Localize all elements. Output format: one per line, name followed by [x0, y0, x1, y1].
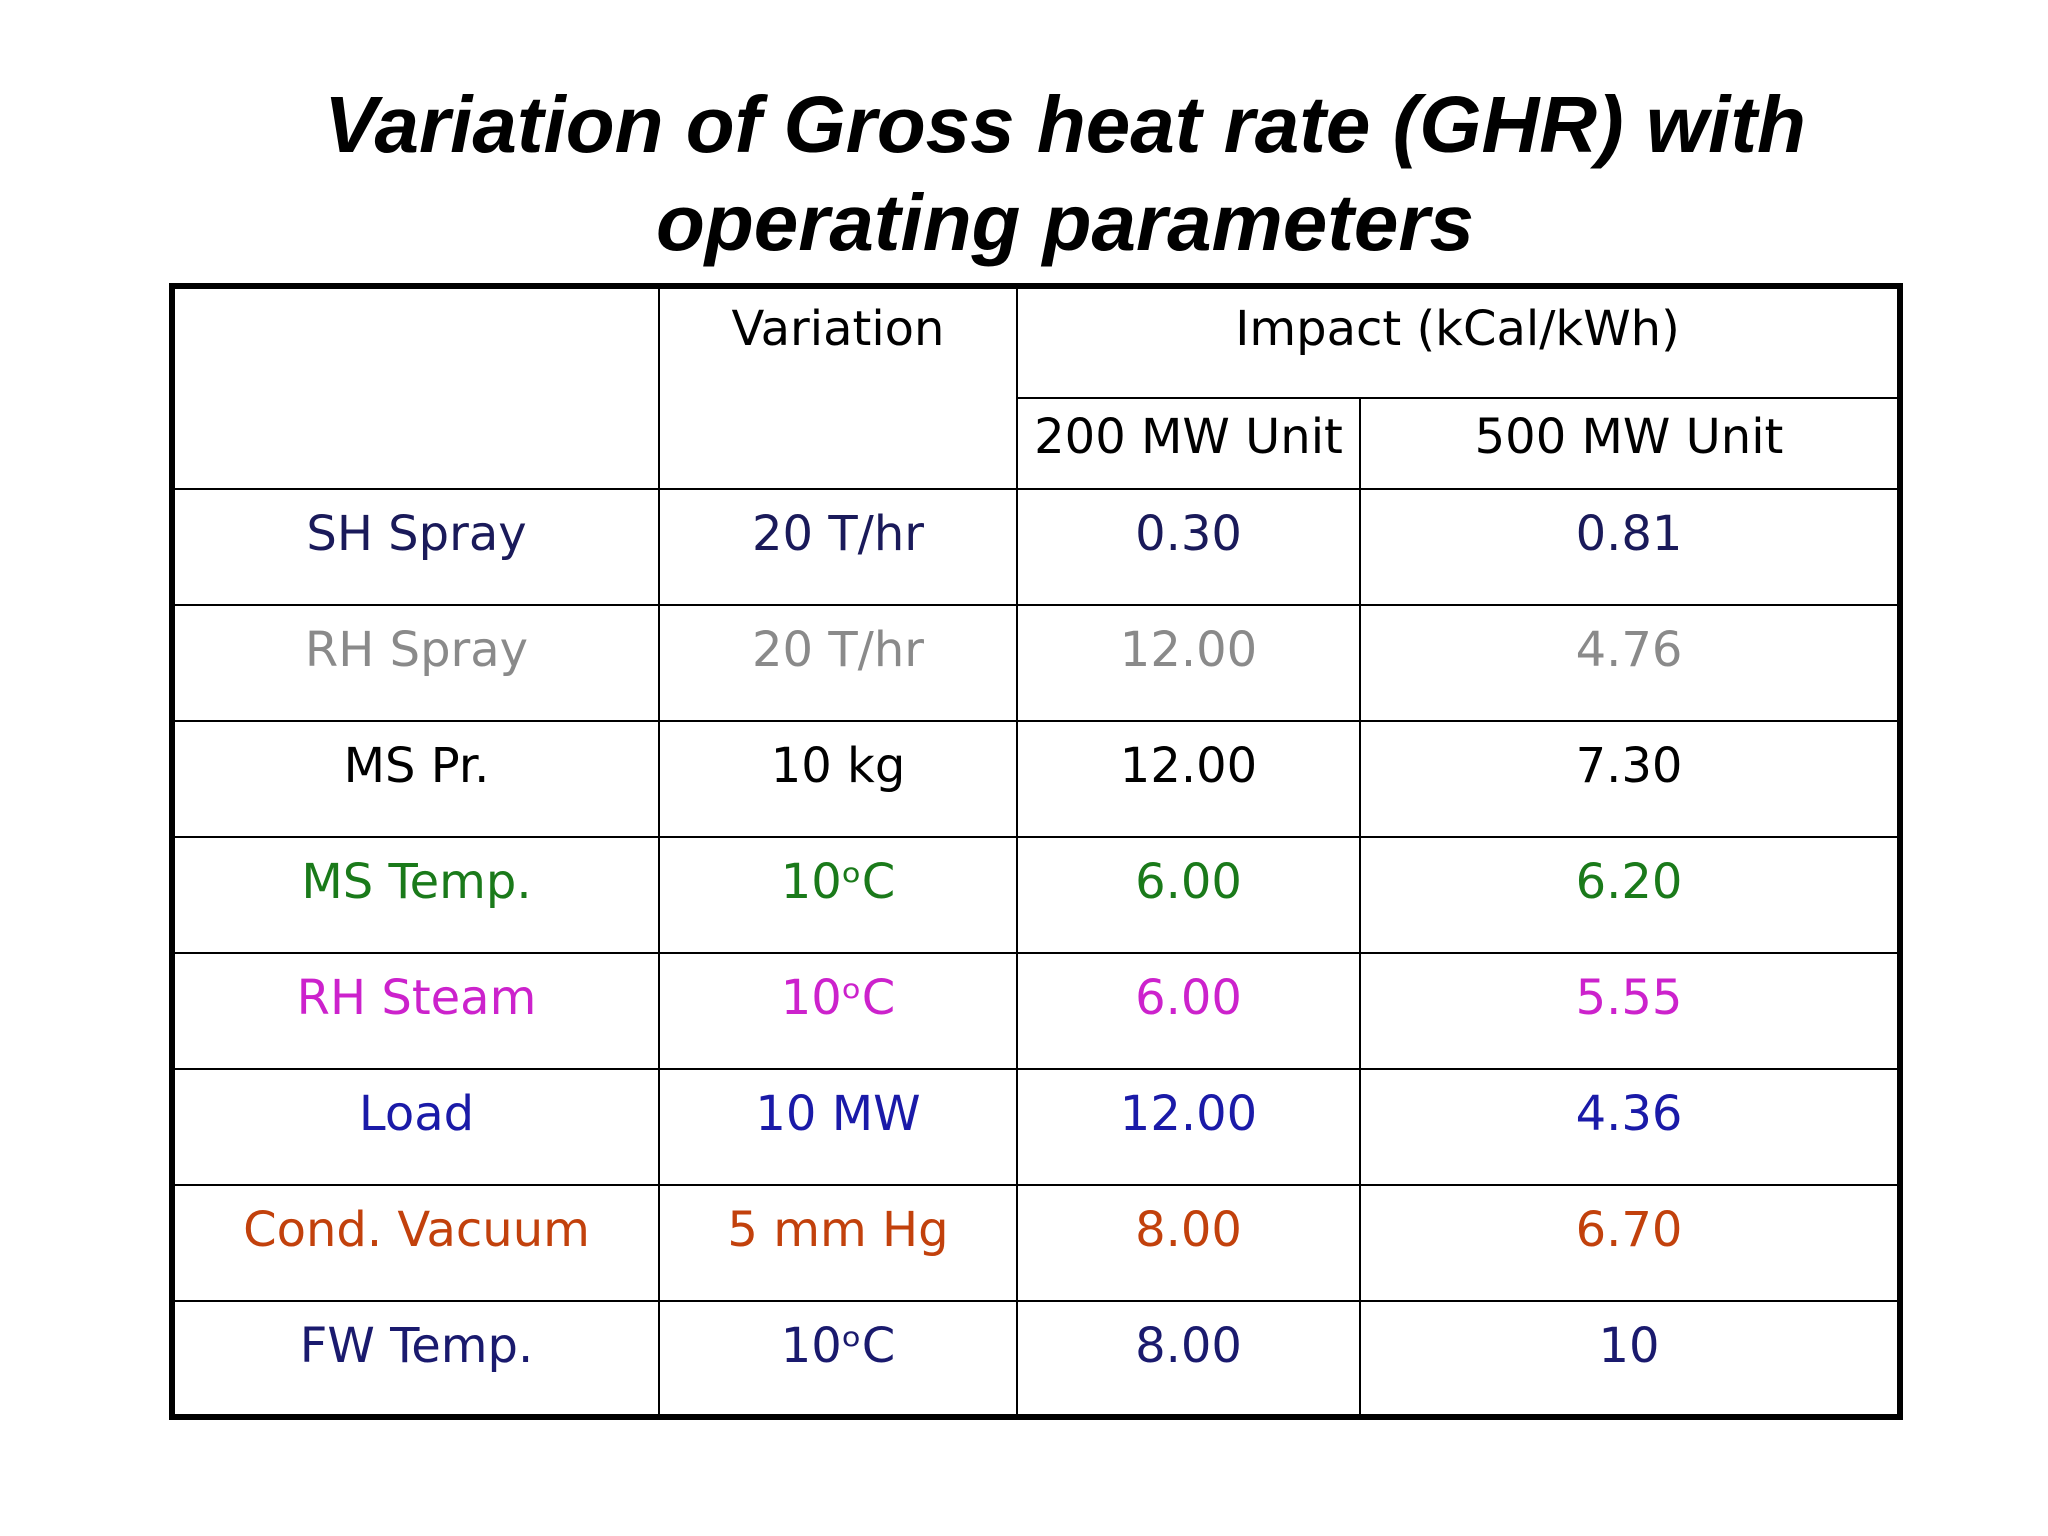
variation-cell: 10ᵒC [658, 1300, 1018, 1418]
table-row-rh-steam: RH Steam 10ᵒC 6.00 5.55 [171, 952, 1902, 1070]
impact-200mw-cell: 8.00 [1016, 1184, 1361, 1302]
table-row-ms-pressure: MS Pr. 10 kg 12.00 7.30 [171, 720, 1902, 838]
impact-500mw-cell: 4.76 [1358, 604, 1902, 722]
variation-cell: 5 mm Hg [658, 1184, 1018, 1302]
impact-500mw-cell: 0.81 [1358, 488, 1902, 606]
page-title-line-1: Variation of Gross heat rate (GHR) with [324, 80, 1806, 169]
header-parameter [171, 285, 660, 490]
impact-200mw-cell: 12.00 [1016, 1068, 1361, 1186]
impact-500mw-cell: 5.55 [1358, 952, 1902, 1070]
table-row-cond-vacuum: Cond. Vacuum 5 mm Hg 8.00 6.70 [171, 1184, 1902, 1302]
table-row-fw-temp: FW Temp. 10ᵒC 8.00 10 [171, 1300, 1902, 1418]
header-500mw-unit: 500 MW Unit [1358, 397, 1902, 490]
table-subheader-row: 200 MW Unit 500 MW Unit [172, 397, 1902, 490]
parameter-cell: RH Steam [171, 952, 660, 1070]
table-row-sh-spray: SH Spray 20 T/hr 0.30 0.81 [171, 488, 1902, 606]
header-impact: Impact (kCal/kWh) [1015, 285, 1902, 399]
page-title: Variation of Gross heat rate (GHR) with … [120, 76, 2010, 272]
header-variation: Variation [658, 285, 1018, 490]
table-row-load: Load 10 MW 12.00 4.36 [171, 1068, 1902, 1186]
parameter-cell: Cond. Vacuum [171, 1184, 660, 1302]
impact-200mw-cell: 6.00 [1016, 952, 1361, 1070]
impact-500mw-cell: 4.36 [1358, 1068, 1902, 1186]
header-200mw-unit: 200 MW Unit [1016, 397, 1361, 490]
variation-cell: 20 T/hr [658, 488, 1018, 606]
ghr-variation-table: Variation Impact (kCal/kWh) 200 MW Unit … [169, 283, 1904, 1420]
parameter-cell: RH Spray [171, 604, 660, 722]
table-header-row: Variation Impact (kCal/kWh) [171, 285, 1902, 490]
parameter-cell: Load [171, 1068, 660, 1186]
impact-200mw-cell: 12.00 [1016, 720, 1361, 838]
variation-cell: 10 MW [658, 1068, 1018, 1186]
variation-cell: 10ᵒC [658, 952, 1018, 1070]
parameter-cell: SH Spray [171, 488, 660, 606]
variation-cell: 10ᵒC [658, 836, 1018, 954]
impact-200mw-cell: 8.00 [1016, 1300, 1361, 1418]
impact-500mw-cell: 7.30 [1358, 720, 1902, 838]
parameter-cell: MS Pr. [171, 720, 660, 838]
parameter-cell: FW Temp. [171, 1300, 660, 1418]
table-row-ms-temp: MS Temp. 10ᵒC 6.00 6.20 [171, 836, 1902, 954]
impact-200mw-cell: 6.00 [1016, 836, 1361, 954]
variation-cell: 20 T/hr [658, 604, 1018, 722]
impact-500mw-cell: 10 [1358, 1300, 1902, 1418]
impact-200mw-cell: 0.30 [1016, 488, 1361, 606]
impact-500mw-cell: 6.20 [1358, 836, 1902, 954]
variation-cell: 10 kg [658, 720, 1018, 838]
page-title-line-2: operating parameters [655, 178, 1475, 267]
parameter-cell: MS Temp. [171, 836, 660, 954]
impact-200mw-cell: 12.00 [1016, 604, 1361, 722]
impact-500mw-cell: 6.70 [1358, 1184, 1902, 1302]
table-row-rh-spray: RH Spray 20 T/hr 12.00 4.76 [171, 604, 1902, 722]
